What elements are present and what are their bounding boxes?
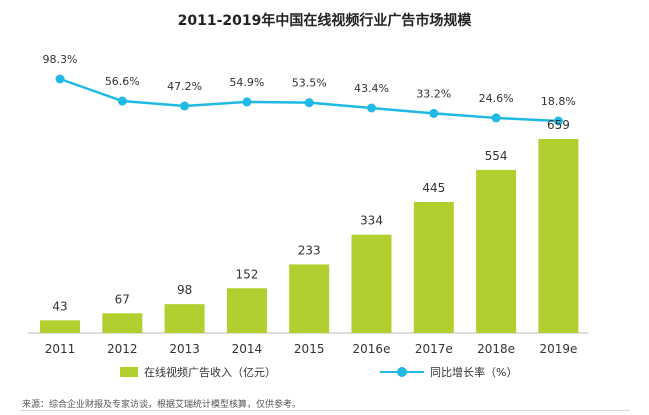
bars-layer (40, 139, 579, 333)
growth-line-layer (55, 74, 563, 126)
bar-value-label-2012: 67 (115, 292, 130, 306)
legend-item-growth: 同比增长率（%） (380, 364, 517, 380)
growth-value-label-2014: 54.9% (229, 76, 264, 89)
bar-value-label-2011: 43 (52, 299, 67, 313)
x-tick-label-2014: 2014 (232, 342, 263, 356)
growth-value-label-2018e: 24.6% (479, 92, 514, 105)
growth-point-2016e (367, 103, 376, 113)
growth-point-2013 (180, 101, 190, 111)
growth-value-label-2019e: 18.8% (541, 95, 576, 108)
bar-2015 (289, 264, 330, 333)
bar-value-label-2015: 233 (298, 243, 321, 257)
bar-value-label-2013: 98 (177, 283, 192, 297)
growth-value-label-2015: 53.5% (292, 77, 327, 90)
source-note: 来源：综合企业财报及专家访谈，根据艾瑞统计模型核算，仅供参考。 (22, 400, 302, 410)
growth-value-label-2017e: 33.2% (416, 87, 451, 100)
bar-2016e (351, 234, 392, 333)
growth-point-2019e (553, 116, 563, 126)
legend-item-revenue: 在线视频广告收入（亿元） (120, 364, 276, 380)
growth-value-label-2012: 56.6% (105, 75, 140, 88)
x-tick-label-2012: 2012 (107, 342, 138, 356)
bar-value-label-2018e: 554 (485, 149, 508, 163)
legend-label-revenue: 在线视频广告收入（亿元） (144, 366, 276, 379)
x-tick-label-2011: 2011 (45, 342, 76, 356)
chart-plot: 43 2011 67 2012 98 2013 152 2014 233 2015 334 2016e… (28, 53, 588, 356)
legend-label-growth: 同比增长率（%） (430, 366, 518, 379)
x-tick-label-2013: 2013 (169, 342, 200, 356)
chart-title: 2011-2019年中国在线视频行业广告市场规模 (177, 13, 472, 29)
growth-point-2017e (429, 108, 439, 118)
bottom-divider (20, 410, 630, 411)
labels-layer: 43 2011 67 2012 98 2013 152 2014 233 2015 334 2016e… (43, 53, 578, 356)
growth-point-2018e (491, 113, 501, 123)
bar-value-label-2017e: 445 (422, 181, 445, 195)
growth-point-2015 (304, 98, 314, 108)
growth-point-2011 (55, 74, 65, 84)
x-tick-label-2015: 2015 (294, 342, 325, 356)
growth-point-2012 (117, 96, 127, 106)
x-tick-label-2016e: 2016e (353, 342, 391, 356)
growth-value-label-2013: 47.2% (167, 80, 202, 93)
bar-value-label-2016e: 334 (360, 214, 383, 228)
bar-2011 (40, 320, 80, 333)
bar-2012 (102, 313, 143, 333)
x-tick-label-2018e: 2018e (477, 342, 515, 356)
bar-2019e (538, 139, 579, 333)
bar-2013 (164, 304, 205, 333)
x-tick-label-2019e: 2019e (539, 342, 577, 356)
bar-2017e (413, 201, 454, 333)
legend-bar-swatch (120, 367, 138, 377)
bar-value-label-2019e: 659 (547, 118, 570, 132)
x-tick-label-2017e: 2017e (415, 342, 453, 356)
legend-line-swatch (380, 367, 424, 377)
bar-2014 (226, 288, 267, 333)
growth-value-label-2016e: 43.4% (354, 82, 389, 95)
bar-2018e (476, 169, 517, 333)
growth-point-2014 (242, 97, 252, 107)
growth-value-label-2011: 98.3% (43, 53, 78, 66)
bar-value-label-2014: 152 (235, 267, 258, 281)
